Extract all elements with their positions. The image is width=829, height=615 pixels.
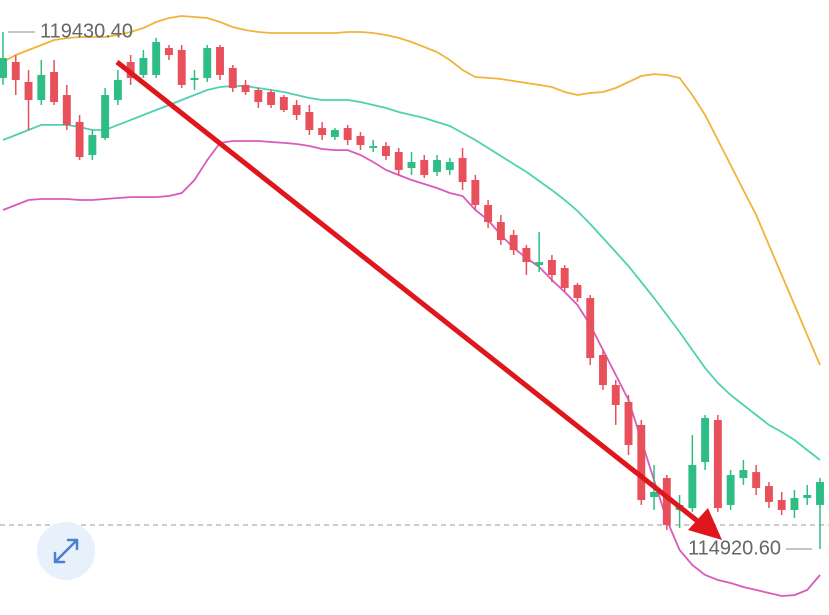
candle-body xyxy=(305,111,314,130)
candle-body xyxy=(484,204,493,223)
candle-body xyxy=(803,494,812,498)
high-label: 119430.40 xyxy=(40,20,133,42)
candle-body xyxy=(203,48,212,78)
band-line xyxy=(2,85,821,461)
candle-body xyxy=(37,74,46,100)
candle-body xyxy=(726,475,735,505)
labels: 119430.40 114920.60 xyxy=(8,20,812,559)
candle-body xyxy=(50,71,59,103)
candle-body xyxy=(764,486,773,502)
candle-body xyxy=(433,160,441,172)
candle-body xyxy=(420,160,429,176)
expand-button[interactable] xyxy=(37,522,95,580)
candle-body xyxy=(599,355,607,386)
candle-body xyxy=(101,95,110,139)
candle-body xyxy=(496,222,505,241)
candle-body xyxy=(407,161,416,169)
candle-body xyxy=(752,472,761,488)
candle-body xyxy=(713,420,722,509)
candle-body xyxy=(509,234,518,251)
candle-body xyxy=(88,135,97,155)
candle-body xyxy=(777,500,786,510)
candle-body xyxy=(75,121,84,158)
candle-body xyxy=(522,247,531,263)
candle-body xyxy=(318,128,327,136)
candle-body xyxy=(11,62,20,81)
candle-body xyxy=(650,492,659,498)
candle-body xyxy=(662,478,671,526)
candle-body xyxy=(216,46,224,75)
candle-body xyxy=(547,259,556,276)
candle-body xyxy=(228,67,237,89)
candle-body xyxy=(739,469,748,479)
candle-body xyxy=(624,402,633,446)
band-line xyxy=(2,15,821,366)
candle-body xyxy=(535,262,544,266)
candle-body xyxy=(369,146,378,148)
candle-body xyxy=(292,105,301,115)
low-label: 114920.60 xyxy=(688,537,781,559)
trend-arrow xyxy=(115,60,702,525)
candle-body xyxy=(190,77,199,81)
candle-body xyxy=(24,81,33,100)
candle-body xyxy=(560,268,569,288)
candle-body xyxy=(254,89,263,103)
candle-body xyxy=(330,129,339,137)
candle-body xyxy=(458,157,467,183)
candle-body xyxy=(701,417,710,462)
candle-body xyxy=(688,464,697,509)
arrow-head xyxy=(688,508,722,540)
candle-body xyxy=(139,58,148,75)
candle-body xyxy=(471,179,480,205)
candle-body xyxy=(0,58,7,78)
candle-body xyxy=(637,424,646,501)
candle-body xyxy=(586,298,595,358)
expand-icon[interactable] xyxy=(53,538,79,564)
candle-body xyxy=(62,95,71,125)
bands xyxy=(2,15,821,597)
candle-body xyxy=(356,135,365,146)
candle-body xyxy=(445,161,454,170)
candle-body xyxy=(152,41,161,75)
candle-body xyxy=(267,92,276,106)
candle-body xyxy=(816,482,824,505)
candle-body xyxy=(790,497,799,510)
candle-body xyxy=(382,146,390,157)
candle-body xyxy=(241,84,250,93)
candle-body xyxy=(611,385,620,405)
candle-body xyxy=(177,49,186,85)
candle-body xyxy=(113,80,122,100)
band-line xyxy=(2,140,821,597)
candle-body xyxy=(164,48,173,56)
candle-body xyxy=(394,152,403,170)
candles xyxy=(0,32,824,550)
candle-body xyxy=(279,96,288,111)
candle-body xyxy=(343,128,352,140)
candle-body xyxy=(573,284,582,299)
